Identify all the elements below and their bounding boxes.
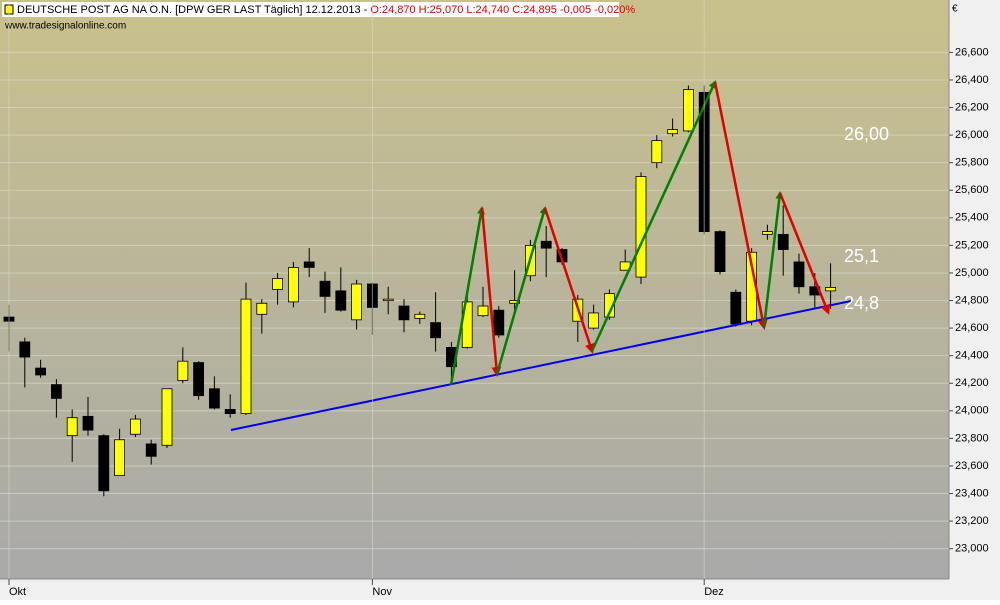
- y-tick-label: 23,200: [955, 515, 989, 527]
- candle-body: [177, 360, 189, 381]
- arrow: [495, 206, 548, 375]
- axis-panel: [949, 0, 1000, 600]
- axis-panel: [0, 579, 949, 600]
- y-tick-label: 24,400: [955, 350, 989, 362]
- candle-body: [272, 278, 284, 290]
- y-tick-label: 24,200: [955, 377, 989, 389]
- candle-body: [667, 129, 678, 135]
- candle-body: [414, 313, 426, 319]
- candle-body: [240, 298, 252, 414]
- y-tick-label: 25,000: [955, 267, 989, 279]
- candle-body: [224, 409, 236, 414]
- plot-background: [0, 0, 949, 579]
- candle-body: [66, 417, 78, 437]
- candle-body: [19, 341, 31, 358]
- candle-body: [540, 240, 552, 249]
- candle-body: [777, 233, 789, 250]
- candle-body: [714, 231, 726, 272]
- candle-body: [398, 305, 410, 321]
- arrow: [713, 81, 768, 330]
- candle-body: [430, 322, 442, 339]
- trend-line: [230, 300, 852, 431]
- arrow: [449, 206, 485, 386]
- title: DEUTSCHE POST AG NA O.N. [DPW GER LAST T…: [17, 4, 368, 16]
- candle-body: [588, 312, 599, 329]
- arrow: [480, 207, 502, 377]
- source: www.tradesignalonline.com: [4, 21, 126, 32]
- y-tick-label: 25,400: [955, 212, 989, 224]
- candle-body: [193, 362, 205, 397]
- candle-body: [651, 140, 663, 164]
- annotation: 25,1: [844, 246, 879, 266]
- y-tick-label: 26,600: [955, 46, 989, 58]
- y-tick-label: 25,200: [955, 239, 989, 251]
- candle-body: [287, 267, 299, 303]
- y-tick-label: 26,400: [955, 74, 989, 86]
- y-tick-label: 23,400: [955, 487, 989, 499]
- arrow: [778, 192, 831, 315]
- y-tick-label: 24,000: [955, 405, 989, 417]
- x-tick-label: Dez: [704, 586, 724, 598]
- candle-body: [129, 418, 141, 435]
- candle-body: [208, 388, 220, 409]
- candle-body: [335, 290, 347, 311]
- y-tick-label: 26,200: [955, 101, 989, 113]
- candle-body: [351, 283, 363, 321]
- candle-body: [730, 291, 742, 325]
- candle-body: [762, 231, 773, 235]
- y-tick-label: 25,600: [955, 184, 989, 196]
- y-tick-label: 26,000: [955, 129, 989, 141]
- header-box: [2, 2, 619, 17]
- candle-body: [683, 89, 694, 132]
- candle-body: [51, 384, 62, 399]
- x-tick-label: Okt: [9, 586, 26, 598]
- y-tick-label: 23,000: [955, 543, 989, 555]
- candle-body: [161, 388, 173, 446]
- candle-body: [382, 298, 394, 302]
- y-tick-label: 24,600: [955, 322, 989, 334]
- chart-title: DEUTSCHE POST AG NA O.N. [DPW GER LAST T…: [17, 4, 635, 16]
- candle-body: [635, 176, 647, 278]
- candle-body: [256, 302, 268, 315]
- candle-body: [145, 443, 157, 457]
- arrow: [590, 80, 717, 352]
- candle-body: [604, 293, 615, 318]
- candle-body: [825, 287, 836, 292]
- candle-body: [98, 435, 110, 492]
- candle-body: [319, 280, 331, 297]
- y-tick-label: 23,600: [955, 460, 989, 472]
- candle-body: [477, 305, 489, 317]
- candle-body: [793, 261, 805, 288]
- candle-body: [35, 367, 46, 376]
- candle-body: [303, 261, 315, 268]
- y-tick-label: 25,800: [955, 157, 989, 169]
- x-tick-label: Nov: [372, 586, 392, 598]
- y-tick-label: 24,800: [955, 294, 989, 306]
- candle-body: [509, 300, 521, 304]
- annotation: 26,00: [844, 124, 889, 144]
- arrow: [543, 207, 595, 354]
- quote: O:24,870 H:25,070 L:24,740 C:24,895 -0,0…: [370, 4, 635, 16]
- drawings: [230, 80, 852, 431]
- candle-body: [114, 439, 125, 477]
- y-tick-label: 23,800: [955, 432, 989, 444]
- candle-body: [82, 415, 94, 431]
- arrow: [762, 191, 784, 328]
- y-unit: €: [952, 4, 958, 15]
- candle-body: [493, 309, 505, 336]
- annotation: 24,8: [844, 293, 879, 313]
